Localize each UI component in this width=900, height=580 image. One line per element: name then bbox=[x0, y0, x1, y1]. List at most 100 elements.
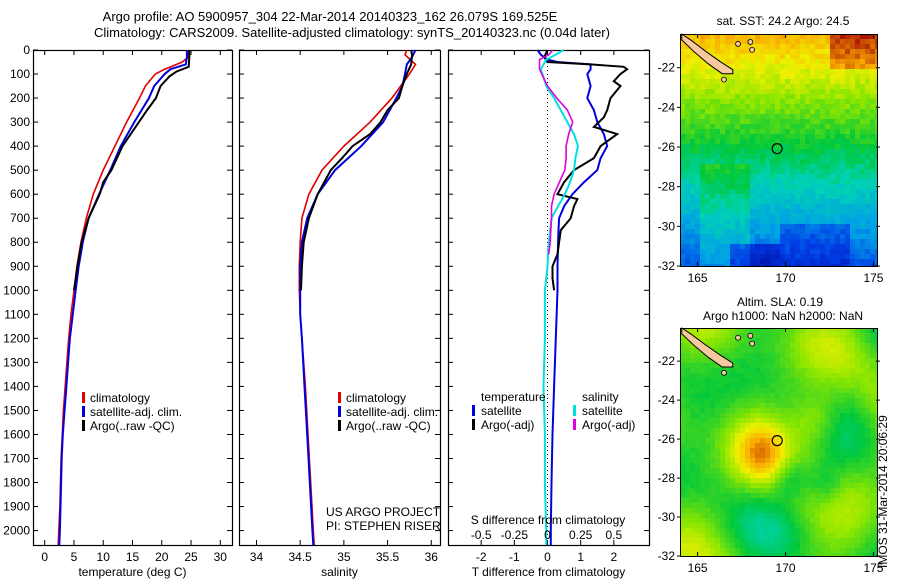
map-cell bbox=[795, 358, 800, 363]
map-cell bbox=[780, 523, 785, 528]
map-cell bbox=[785, 89, 790, 94]
map-cell bbox=[730, 398, 735, 403]
map-cell bbox=[785, 154, 790, 159]
map-cell bbox=[720, 209, 725, 214]
map-cell bbox=[870, 219, 875, 224]
map-cell bbox=[760, 428, 765, 433]
sla-map-panel: 165 170 175-22-24-26-28-30-32 bbox=[658, 327, 884, 575]
map-cell bbox=[810, 338, 815, 343]
map-cell bbox=[845, 513, 850, 518]
map-cell bbox=[740, 209, 745, 214]
map-cell bbox=[705, 164, 710, 169]
map-cell bbox=[795, 74, 800, 79]
map-cell bbox=[685, 84, 690, 89]
map-cell bbox=[700, 154, 705, 159]
map-cell bbox=[800, 528, 805, 533]
map-cell bbox=[850, 179, 855, 184]
map-cell bbox=[875, 433, 877, 438]
map-cell bbox=[840, 54, 845, 59]
map-cell bbox=[775, 478, 780, 483]
map-cell bbox=[860, 403, 865, 408]
map-cell bbox=[790, 363, 795, 368]
map-cell bbox=[870, 169, 875, 174]
map-cell bbox=[715, 443, 720, 448]
map-cell bbox=[730, 338, 735, 343]
map-cell bbox=[785, 493, 790, 498]
map-cell bbox=[710, 224, 715, 229]
map-cell bbox=[775, 448, 780, 453]
map-cell bbox=[695, 443, 700, 448]
map-cell bbox=[795, 229, 800, 234]
map-cell bbox=[705, 518, 710, 523]
map-cell bbox=[825, 39, 830, 44]
map-cell bbox=[755, 169, 760, 174]
map-cell bbox=[835, 159, 840, 164]
map-cell bbox=[680, 164, 685, 169]
map-cell bbox=[695, 438, 700, 443]
map-cell bbox=[865, 543, 870, 548]
map-cell bbox=[755, 79, 760, 84]
map-cell bbox=[775, 363, 780, 368]
map-cell bbox=[690, 89, 695, 94]
map-cell bbox=[805, 398, 810, 403]
map-cell bbox=[720, 39, 725, 44]
map-cell bbox=[695, 418, 700, 423]
map-cell bbox=[785, 398, 790, 403]
map-cell bbox=[790, 453, 795, 458]
map-cell bbox=[720, 89, 725, 94]
map-cell bbox=[800, 39, 805, 44]
map-cell bbox=[705, 159, 710, 164]
map-cell bbox=[695, 348, 700, 353]
map-cell bbox=[715, 348, 720, 353]
map-cell bbox=[750, 403, 755, 408]
map-cell bbox=[780, 383, 785, 388]
map-cell bbox=[800, 473, 805, 478]
map-cell bbox=[725, 204, 730, 209]
map-cell bbox=[860, 408, 865, 413]
map-cell bbox=[860, 59, 865, 64]
map-cell bbox=[820, 79, 825, 84]
map-cell bbox=[680, 244, 685, 249]
map-cell bbox=[695, 393, 700, 398]
map-cell bbox=[820, 548, 825, 553]
map-cell bbox=[805, 79, 810, 84]
map-cell bbox=[775, 403, 780, 408]
map-cell bbox=[835, 74, 840, 79]
map-cell bbox=[790, 144, 795, 149]
map-cell bbox=[780, 254, 785, 259]
map-cell bbox=[685, 224, 690, 229]
x-tick-label: 30 bbox=[214, 550, 228, 564]
map-cell bbox=[780, 194, 785, 199]
map-cell bbox=[845, 209, 850, 214]
map-cell bbox=[755, 423, 760, 428]
map-cell bbox=[845, 463, 850, 468]
map-cell bbox=[815, 149, 820, 154]
map-cell bbox=[735, 553, 740, 556]
map-cell bbox=[835, 533, 840, 538]
map-cell bbox=[780, 428, 785, 433]
map-cell bbox=[820, 543, 825, 548]
map-cell bbox=[685, 418, 690, 423]
map-cell bbox=[820, 413, 825, 418]
map-cell bbox=[790, 368, 795, 373]
map-cell bbox=[765, 518, 770, 523]
map-cell bbox=[755, 333, 760, 338]
map-cell bbox=[875, 473, 877, 478]
map-cell bbox=[705, 403, 710, 408]
map-cell bbox=[715, 199, 720, 204]
map-cell bbox=[740, 199, 745, 204]
map-cell bbox=[785, 199, 790, 204]
map-cell bbox=[745, 164, 750, 169]
map-cell bbox=[805, 498, 810, 503]
map-cell bbox=[720, 134, 725, 139]
map-cell bbox=[760, 224, 765, 229]
map-cell bbox=[805, 74, 810, 79]
map-cell bbox=[700, 518, 705, 523]
map-cell bbox=[875, 144, 877, 149]
map-cell bbox=[835, 154, 840, 159]
map-cell bbox=[830, 513, 835, 518]
map-cell bbox=[795, 548, 800, 553]
map-cell bbox=[800, 104, 805, 109]
map-cell bbox=[710, 174, 715, 179]
map-cell bbox=[785, 209, 790, 214]
